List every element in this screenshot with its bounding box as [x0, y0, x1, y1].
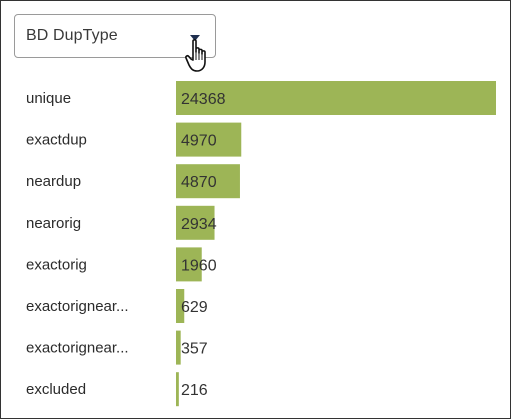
bar[interactable]: [176, 122, 242, 157]
category-label: exactorig: [26, 256, 87, 273]
bar[interactable]: [176, 372, 179, 407]
category-label: exactorignear...: [26, 340, 129, 357]
bar[interactable]: [176, 81, 496, 115]
value-label: 4970: [181, 133, 217, 150]
bar[interactable]: [176, 205, 215, 240]
bar[interactable]: [176, 289, 185, 323]
dropdown-selected-value: BD DupType: [26, 27, 118, 44]
duptype-dropdown[interactable]: BD DupType: [14, 14, 216, 58]
value-label: 4870: [181, 174, 217, 191]
bar[interactable]: [176, 164, 240, 199]
caret-down-icon[interactable]: [190, 35, 200, 41]
value-label: 629: [181, 299, 208, 316]
value-label: 1960: [181, 257, 217, 274]
category-label: exactorignear...: [26, 298, 129, 315]
category-label: unique: [26, 90, 71, 107]
value-label: 357: [181, 341, 208, 358]
bar[interactable]: [176, 330, 181, 365]
category-label: neardup: [26, 173, 81, 190]
category-label: exactdup: [26, 132, 87, 149]
category-label: nearorig: [26, 215, 81, 232]
value-label: 24368: [181, 91, 226, 108]
bar[interactable]: [176, 247, 202, 282]
hand-pointer-icon: [185, 39, 206, 72]
value-label: 216: [181, 382, 208, 399]
category-label: excluded: [26, 381, 86, 398]
value-label: 2934: [181, 216, 217, 233]
